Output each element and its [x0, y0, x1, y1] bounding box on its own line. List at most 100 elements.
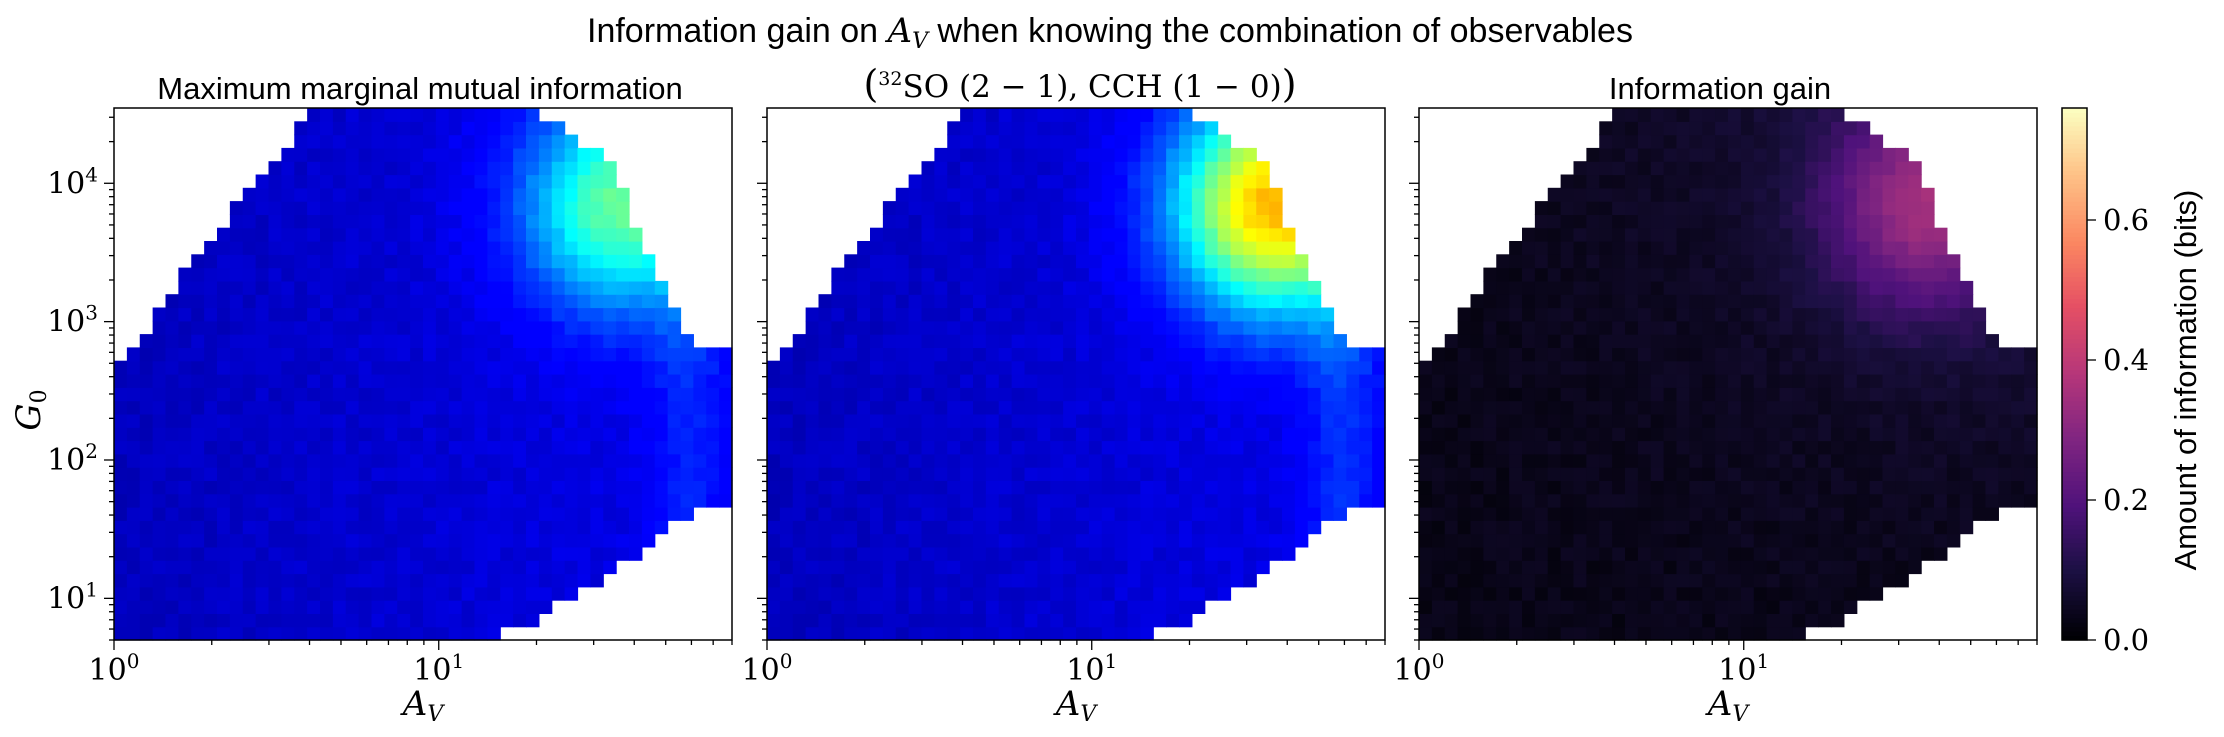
heatmap-cell	[384, 467, 398, 481]
heatmap-cell	[1024, 507, 1038, 521]
heatmap-cell	[1153, 387, 1167, 402]
heatmap-cell	[268, 507, 282, 521]
heatmap-cell	[590, 334, 604, 348]
heatmap-cell	[1689, 241, 1703, 255]
heatmap-cell	[857, 546, 871, 561]
heatmap-cell	[973, 214, 987, 229]
heatmap-cell	[895, 480, 910, 495]
heatmap-cell	[410, 427, 424, 442]
heatmap-cell	[1547, 387, 1562, 402]
colorbar-segment	[2062, 112, 2087, 118]
heatmap-cell	[139, 493, 154, 508]
heatmap-cell	[423, 108, 437, 122]
heatmap-cell	[1856, 493, 1871, 508]
heatmap-cell	[1637, 573, 1652, 588]
colorbar-segment	[2062, 560, 2087, 566]
colorbar-segment	[2062, 489, 2087, 495]
heatmap-cell	[204, 440, 218, 455]
heatmap-cell	[1140, 453, 1154, 468]
heatmap-cell	[281, 387, 295, 402]
heatmap-cell	[1050, 560, 1064, 575]
heatmap-cell	[998, 241, 1013, 255]
heatmap-cell	[844, 400, 858, 415]
heatmap-cell	[947, 147, 961, 162]
colorbar-segment	[2062, 493, 2087, 499]
heatmap-cell	[268, 307, 282, 322]
heatmap-cell	[1843, 387, 1858, 402]
heatmap-cell	[152, 453, 167, 468]
heatmap-cell	[680, 387, 694, 402]
heatmap-cell	[857, 307, 871, 322]
heatmap-cell	[667, 347, 682, 362]
heatmap-cell	[564, 174, 579, 189]
heatmap-cell	[1101, 400, 1116, 415]
heatmap-cell	[139, 400, 154, 415]
heatmap-cell	[1101, 294, 1116, 309]
heatmap-cell	[551, 294, 566, 309]
heatmap-cell	[1805, 320, 1819, 335]
heatmap-cell	[384, 201, 398, 215]
heatmap-cell	[1869, 453, 1884, 468]
heatmap-cell	[1127, 320, 1141, 335]
heatmap-cell	[307, 294, 321, 309]
heatmap-cell	[1573, 280, 1587, 295]
heatmap-cell	[960, 533, 974, 548]
heatmap-cell	[1191, 347, 1206, 362]
heatmap-cell	[487, 467, 501, 481]
heatmap-cell	[882, 467, 897, 481]
heatmap-cell	[461, 573, 476, 588]
heatmap-cell	[551, 147, 566, 162]
heatmap-cell	[435, 121, 450, 136]
colorbar-segment	[2062, 116, 2087, 122]
heatmap-cell	[1882, 387, 1896, 402]
heatmap-cell	[1101, 427, 1116, 442]
heatmap-cell	[960, 280, 974, 295]
heatmap-cell	[1882, 201, 1896, 215]
heatmap-cell	[1818, 254, 1832, 269]
heatmap-cell	[461, 480, 476, 495]
heatmap-cell	[629, 467, 643, 481]
heatmap-cell	[1779, 533, 1793, 548]
heatmap-cell	[719, 347, 733, 362]
heatmap-cell	[1702, 507, 1716, 521]
heatmap-cell	[1256, 347, 1270, 362]
heatmap-cell	[448, 227, 463, 242]
heatmap-cell	[229, 467, 244, 481]
heatmap-cell	[1140, 201, 1154, 215]
heatmap-cell	[384, 507, 398, 521]
heatmap-cell	[870, 280, 884, 295]
heatmap-cell	[792, 520, 807, 535]
heatmap-cell	[590, 227, 604, 242]
heatmap-cell	[1509, 573, 1523, 588]
heatmap-cell	[345, 440, 360, 455]
heatmap-cell	[844, 467, 858, 481]
heatmap-cell	[1908, 507, 1922, 521]
heatmap-cell	[895, 467, 910, 481]
heatmap-cell	[667, 413, 682, 428]
heatmap-cell	[1101, 108, 1116, 122]
heatmap-cell	[307, 546, 321, 561]
heatmap-cell	[1217, 533, 1232, 548]
heatmap-cell	[410, 280, 424, 295]
heatmap-cells	[114, 108, 733, 641]
heatmap-cell	[960, 467, 974, 481]
heatmap-cell	[538, 440, 553, 455]
heatmap-cell	[307, 600, 321, 614]
heatmap-cell	[1728, 241, 1742, 255]
heatmap-cell	[1179, 440, 1193, 455]
heatmap-cell	[1166, 400, 1180, 415]
heatmap-cell	[448, 413, 463, 428]
heatmap-cell	[767, 360, 781, 375]
heatmap-cell	[1256, 400, 1270, 415]
heatmap-cell	[719, 480, 733, 495]
heatmap-cell	[1934, 360, 1948, 375]
heatmap-cell	[1282, 374, 1296, 388]
heatmap-cell	[358, 201, 373, 215]
heatmap-cell	[706, 413, 720, 428]
heatmap-cell	[934, 174, 948, 189]
heatmap-cell	[590, 254, 604, 269]
heatmap-cell	[603, 161, 617, 176]
heatmap-cell	[1715, 374, 1729, 388]
heatmap-cell	[1191, 360, 1206, 375]
